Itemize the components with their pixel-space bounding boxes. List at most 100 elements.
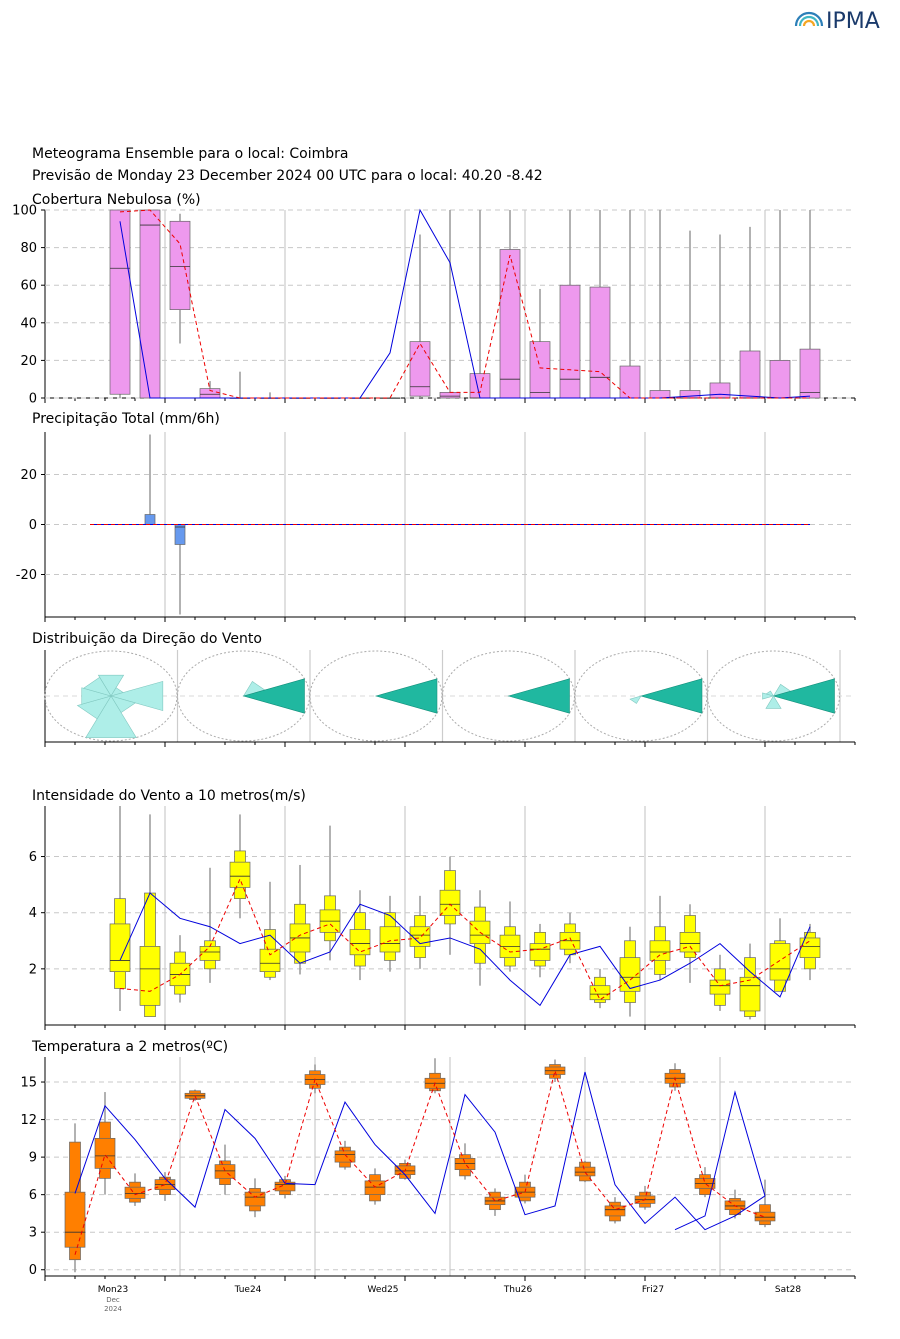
wind-rose-petal — [639, 678, 703, 714]
wind-rose-petal — [374, 678, 438, 714]
control-line — [674, 1090, 766, 1231]
box-inner — [94, 1137, 116, 1169]
box-inner — [109, 923, 131, 973]
ipma-logo-text: IPMA — [826, 9, 880, 34]
y-tick-label: 20 — [20, 468, 37, 483]
box-inner — [274, 1181, 296, 1192]
box — [499, 249, 521, 399]
y-tick-label: 2 — [29, 962, 37, 977]
box — [589, 286, 611, 399]
box — [739, 350, 761, 399]
box-inner — [379, 926, 401, 953]
box-inner — [334, 1150, 356, 1163]
box — [139, 209, 161, 399]
box-inner — [574, 1166, 596, 1177]
box — [559, 284, 581, 399]
wind-rose-petal — [109, 680, 164, 712]
forecast-subtitle: Previsão de Monday 23 December 2024 00 U… — [32, 168, 543, 184]
box — [769, 360, 791, 399]
box-inner — [649, 940, 671, 961]
box-inner — [139, 946, 161, 1006]
wind-rose-petal — [772, 678, 835, 714]
box-inner — [259, 948, 281, 973]
panel-0: Cobertura Nebulosa (%) 0 20 40 60 80 100 — [12, 192, 856, 407]
panel-3: Intensidade do Vento a 10 metros(m/s) 2 4 6 — [29, 788, 856, 1030]
y-tick-label: 4 — [29, 906, 37, 921]
panel-title: Temperatura a 2 metros(ºC) — [31, 1039, 228, 1055]
box — [439, 392, 461, 399]
y-tick-label: 80 — [20, 241, 37, 256]
box — [144, 514, 156, 525]
y-tick-label: 12 — [20, 1113, 37, 1128]
x-tick-sublabel: Dec — [106, 1296, 120, 1304]
x-tick-label: Tue24 — [234, 1285, 262, 1295]
wind-rose-petal — [242, 678, 305, 714]
box-inner — [709, 979, 731, 995]
mean-line — [74, 1068, 766, 1255]
meteogram-title: Meteograma Ensemble para o local: Coimbr… — [32, 146, 349, 162]
ipma-logo-icon — [794, 11, 824, 27]
y-tick-label: 100 — [12, 204, 37, 219]
y-tick-label: -20 — [16, 568, 37, 583]
mean-line — [119, 877, 811, 1001]
box-inner — [679, 931, 701, 953]
box-inner — [739, 976, 761, 1012]
wind-rose-outline — [177, 650, 310, 742]
box-inner — [439, 889, 461, 916]
panel-title: Intensidade do Vento a 10 metros(m/s) — [32, 788, 306, 804]
x-tick-sublabel: 2024 — [104, 1305, 122, 1313]
panel-4: Temperatura a 2 metros(ºC) 0 3 6 9 12 15 — [20, 1039, 856, 1281]
y-tick-label: 0 — [29, 392, 37, 407]
box-inner — [124, 1186, 146, 1199]
y-tick-label: 0 — [29, 1263, 37, 1278]
box — [469, 373, 491, 399]
box-inner — [229, 861, 251, 888]
box-inner — [349, 929, 371, 956]
panel-title: Cobertura Nebulosa (%) — [32, 192, 201, 208]
control-line — [74, 1071, 766, 1231]
mean-line — [119, 209, 810, 399]
box-inner — [769, 943, 791, 981]
y-tick-label: 9 — [29, 1151, 37, 1166]
y-tick-label: 20 — [20, 354, 37, 369]
box — [709, 382, 731, 399]
y-tick-label: 6 — [29, 1188, 37, 1203]
y-tick-label: 0 — [29, 518, 37, 533]
control-line — [119, 892, 811, 1007]
box-inner — [199, 946, 221, 961]
wind-rose-outline — [44, 650, 178, 742]
box — [649, 390, 671, 399]
box — [169, 220, 191, 310]
box-inner — [724, 1200, 746, 1211]
x-tick-label: Wed25 — [367, 1285, 398, 1295]
box-inner — [589, 985, 611, 1001]
y-tick-label: 3 — [29, 1226, 37, 1241]
panel-1: Precipitação Total (mm/6h) -20 0 20 — [16, 411, 856, 622]
y-tick-label: 6 — [29, 850, 37, 865]
y-tick-label: 40 — [20, 316, 37, 331]
x-tick-label: Sat28 — [775, 1285, 801, 1295]
box — [529, 341, 551, 399]
x-tick-label: Mon23 — [98, 1285, 128, 1295]
box — [109, 209, 131, 395]
y-tick-label: 15 — [20, 1076, 37, 1091]
box-inner — [214, 1164, 236, 1179]
ipma-logo: IPMA — [794, 9, 880, 34]
wind-rose-outline — [707, 650, 840, 742]
x-tick-label: Fri27 — [642, 1285, 664, 1295]
panel-title: Distribuição da Direção do Vento — [32, 631, 262, 647]
box — [799, 348, 821, 399]
control-line — [119, 208, 811, 399]
box — [174, 524, 186, 545]
box-inner — [454, 1158, 476, 1170]
wind-rose-outline — [442, 650, 575, 742]
wind-rose-petal — [765, 695, 782, 709]
box-inner — [799, 937, 821, 958]
box-inner — [409, 926, 431, 947]
box-inner — [244, 1191, 266, 1207]
wind-rose-outline — [309, 650, 443, 742]
wind-rose-petal — [629, 695, 642, 704]
box-inner — [604, 1205, 626, 1217]
box-inner — [754, 1211, 776, 1222]
wind-rose-petal — [82, 676, 112, 697]
